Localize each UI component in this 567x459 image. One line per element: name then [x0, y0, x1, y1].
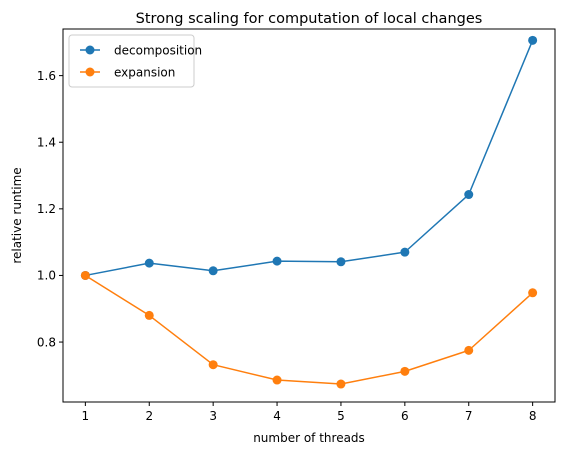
y-axis-label: relative runtime — [10, 167, 24, 263]
x-tick-label: 8 — [529, 409, 537, 423]
data-point-expansion — [80, 270, 90, 280]
data-point-decomposition — [144, 258, 154, 268]
y-tick-label: 1.2 — [37, 202, 56, 216]
y-tick-label: 1.6 — [37, 69, 56, 83]
y-axis-ticks: 0.8 1.0 1.2 1.4 1.6 — [37, 69, 63, 349]
y-tick-label: 1.4 — [37, 136, 56, 150]
series-line-decomposition — [85, 40, 534, 277]
y-tick-label: 0.8 — [37, 335, 56, 349]
legend-marker-expansion — [85, 67, 95, 77]
x-axis-label: number of threads — [253, 431, 365, 445]
x-tick-label: 1 — [82, 409, 90, 423]
x-tick-label: 4 — [273, 409, 281, 423]
data-point-expansion — [528, 288, 538, 298]
legend-label-decomposition: decomposition — [114, 44, 202, 58]
legend-label-expansion: expansion — [114, 66, 175, 80]
plot-area — [62, 28, 556, 403]
data-point-decomposition — [464, 190, 474, 200]
series-line-expansion — [84, 274, 534, 385]
x-axis-ticks: 1 2 3 4 5 6 7 8 — [82, 402, 537, 423]
legend-box — [68, 34, 195, 88]
data-point-decomposition — [272, 256, 282, 266]
x-tick-label: 3 — [209, 409, 217, 423]
series-layer — [80, 35, 538, 389]
legend-marker-decomposition — [85, 45, 95, 55]
data-point-expansion — [144, 310, 154, 320]
data-point-decomposition — [336, 257, 346, 267]
axes-frame — [62, 28, 556, 403]
y-tick-label: 1.0 — [37, 269, 56, 283]
x-tick-label: 7 — [465, 409, 473, 423]
data-point-decomposition — [208, 266, 218, 276]
data-point-expansion — [400, 366, 410, 376]
legend: decomposition expansion — [68, 34, 202, 88]
data-point-decomposition — [528, 35, 538, 45]
x-tick-label: 2 — [145, 409, 153, 423]
data-point-decomposition — [400, 247, 410, 257]
data-point-expansion — [336, 379, 346, 389]
data-point-expansion — [464, 345, 474, 355]
x-tick-label: 6 — [401, 409, 409, 423]
chart-title: Strong scaling for computation of local … — [136, 11, 483, 27]
data-point-expansion — [208, 360, 218, 370]
data-point-expansion — [272, 375, 282, 385]
x-tick-label: 5 — [337, 409, 345, 423]
